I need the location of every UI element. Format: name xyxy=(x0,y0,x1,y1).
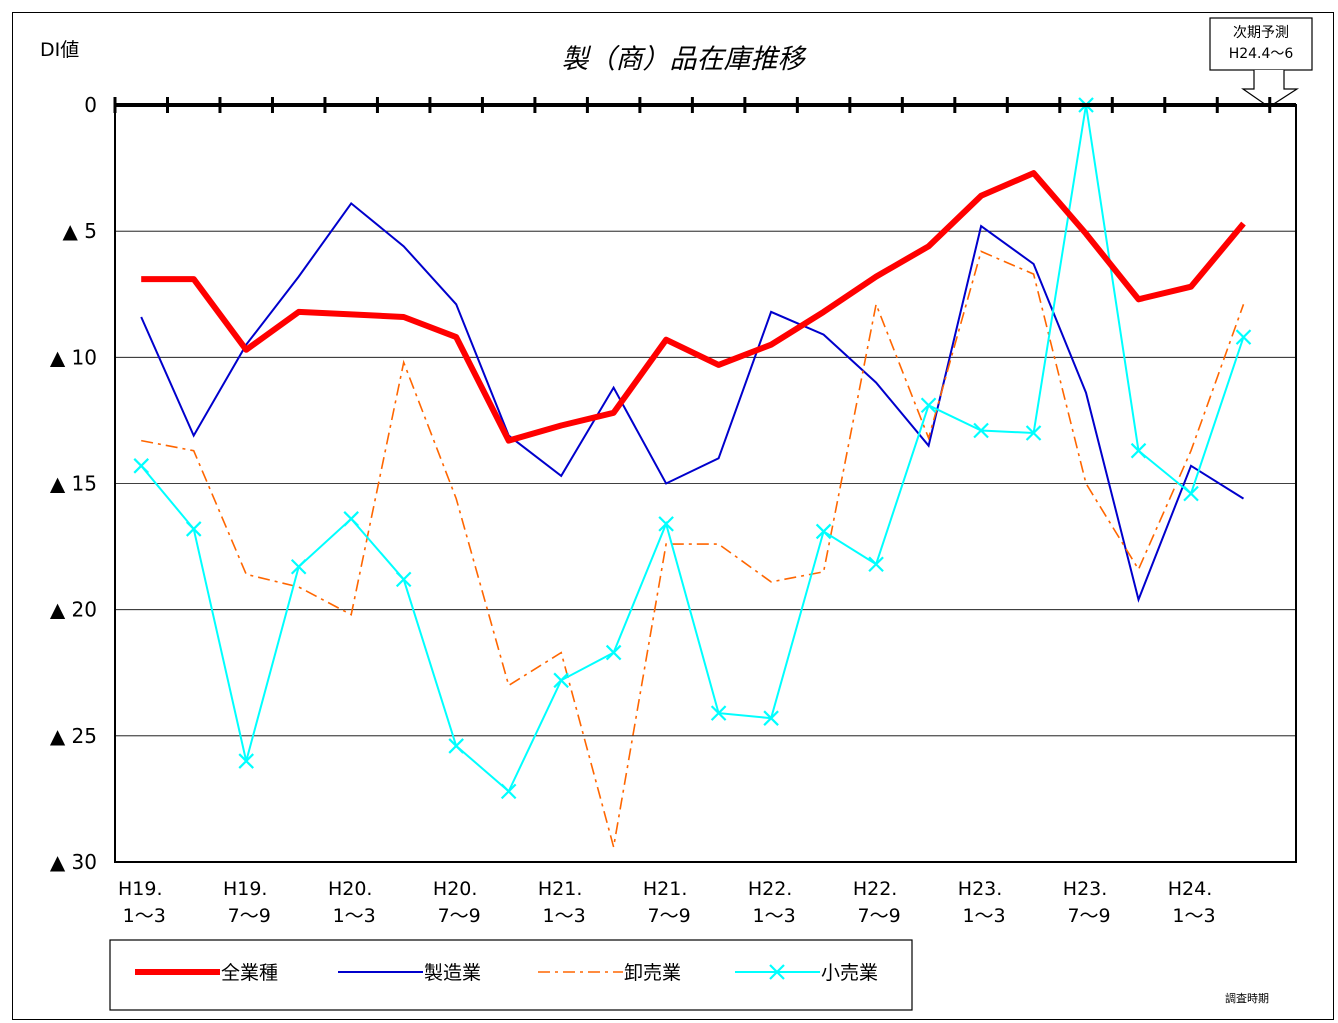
x-tick-label-period: 1～3 xyxy=(123,905,166,927)
chart-frame xyxy=(12,12,1334,1020)
top-axis xyxy=(113,97,1296,113)
x-tick-label-period: 7～9 xyxy=(857,905,900,927)
series-line-3 xyxy=(141,250,1245,848)
y-tick-label: ▲ 30 xyxy=(50,850,97,874)
series-line-4 xyxy=(140,104,1245,793)
grid-lines xyxy=(115,230,1296,737)
data-point-marker xyxy=(185,521,202,537)
x-tick-label-year: H23. xyxy=(958,878,1003,900)
x-tick-label-year: H24. xyxy=(1168,878,1213,900)
x-tick-labels: H19. 1～3 H19. 7～9 H20. 1～3 H20. 7～9 H21. 1～3 H21. 7… xyxy=(118,878,1216,927)
x-axis-label: 調査時期 xyxy=(1225,991,1269,1005)
x-tick-label-year: H21. xyxy=(643,878,688,900)
data-point-marker xyxy=(448,738,464,754)
series-lines xyxy=(133,97,1252,848)
data-point-marker xyxy=(343,511,359,527)
x-tick-label-period: 7～9 xyxy=(1067,905,1110,927)
data-point-marker xyxy=(553,672,569,689)
data-point-marker xyxy=(868,556,884,573)
y-tick-label: ▲ 5 xyxy=(63,219,97,243)
y-tick-label: ▲ 15 xyxy=(50,472,97,496)
forecast-label: 次期予測 xyxy=(1233,25,1289,41)
forecast-period: H24.4～6 xyxy=(1229,46,1294,62)
data-point-marker xyxy=(658,516,674,532)
chart-title: 製（商）品在庫推移 xyxy=(562,44,808,75)
data-point-marker xyxy=(920,397,937,414)
y-axis-label: DI値 xyxy=(40,39,79,61)
x-tick-label-period: 7～9 xyxy=(648,905,691,927)
x-tick-label-period: 1～3 xyxy=(753,905,796,927)
data-point-marker xyxy=(238,753,254,769)
legend-label: 卸売業 xyxy=(624,962,681,984)
x-tick-label-year: H20. xyxy=(328,878,373,900)
legend-label: 全業種 xyxy=(221,962,278,984)
y-tick-label: ▲ 10 xyxy=(50,345,97,369)
x-tick-label-period: 1～3 xyxy=(962,905,1005,927)
data-point-marker xyxy=(1130,442,1147,459)
legend: 全業種 製造業 卸売業 小売業 xyxy=(109,939,913,1011)
x-tick-label-period: 1～3 xyxy=(543,905,586,927)
x-tick-label-year: H19. xyxy=(118,878,163,900)
legend-label: 製造業 xyxy=(424,962,481,984)
data-point-marker xyxy=(763,710,779,726)
legend-marker xyxy=(769,964,785,980)
y-tick-labels: 0 ▲ 5 ▲ 10 ▲ 15 ▲ 20 ▲ 25 ▲ 30 xyxy=(50,93,97,874)
x-tick-label-year: H19. xyxy=(223,878,268,900)
x-tick-label-year: H20. xyxy=(433,878,478,900)
data-point-marker xyxy=(1183,485,1199,502)
series-line-2 xyxy=(140,201,1245,603)
data-point-marker xyxy=(133,458,150,474)
y-tick-label: 0 xyxy=(84,93,97,117)
data-point-marker xyxy=(500,783,517,800)
x-tick-label-year: H21. xyxy=(538,878,583,900)
forecast-annotation: 次期予測 H24.4～6 xyxy=(1209,17,1313,108)
x-tick-label-year: H23. xyxy=(1063,878,1108,900)
data-point-marker xyxy=(395,571,412,588)
legend-label: 小売業 xyxy=(821,962,878,984)
data-point-marker xyxy=(290,558,307,575)
x-tick-label-period: 1～3 xyxy=(1172,905,1215,927)
data-point-marker xyxy=(973,422,989,439)
y-tick-label: ▲ 20 xyxy=(50,598,97,622)
x-tick-label-period: 7～9 xyxy=(228,905,271,927)
y-tick-label: ▲ 25 xyxy=(50,724,97,748)
data-point-marker xyxy=(815,523,832,540)
data-point-marker xyxy=(1235,329,1252,345)
series-line-1 xyxy=(141,170,1246,444)
data-point-marker xyxy=(710,705,727,721)
x-tick-label-year: H22. xyxy=(853,878,898,900)
x-tick-label-period: 7～9 xyxy=(438,905,481,927)
data-point-marker xyxy=(1025,425,1042,441)
x-tick-label-year: H22. xyxy=(748,878,793,900)
data-point-marker xyxy=(605,644,622,661)
x-tick-label-period: 1～3 xyxy=(333,905,376,927)
